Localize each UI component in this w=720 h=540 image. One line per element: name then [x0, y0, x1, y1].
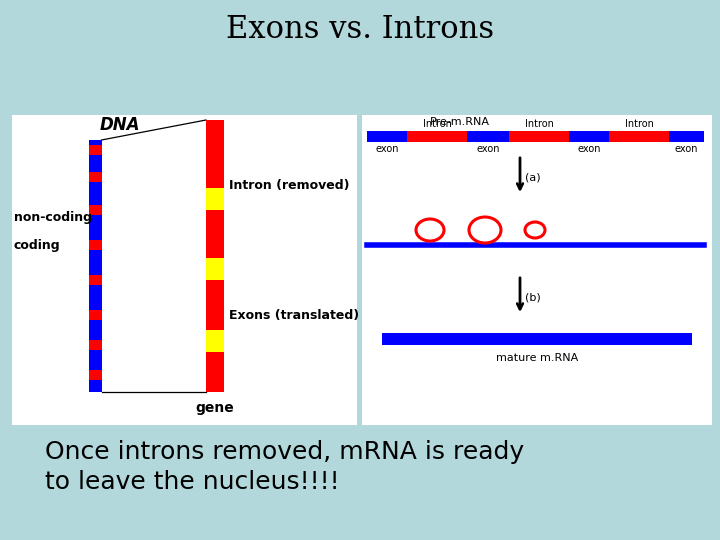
Text: Exons (translated): Exons (translated) [229, 308, 359, 321]
Bar [89, 140, 102, 392]
Bar [206, 330, 224, 352]
Bar [89, 340, 102, 350]
Bar [89, 145, 102, 155]
Bar [509, 131, 569, 142]
Bar [367, 131, 407, 142]
Bar [89, 240, 102, 250]
Text: Exons vs. Introns: Exons vs. Introns [226, 15, 494, 45]
Text: exon: exon [577, 144, 600, 154]
Bar [609, 131, 669, 142]
Bar [569, 131, 609, 142]
Text: Intron: Intron [423, 119, 451, 129]
Bar [206, 352, 224, 392]
Text: coding: coding [14, 239, 60, 252]
Text: exon: exon [375, 144, 399, 154]
Text: non-coding: non-coding [14, 212, 92, 225]
Bar [206, 210, 224, 258]
Text: Intron: Intron [624, 119, 654, 129]
Bar [362, 115, 712, 425]
Text: to leave the nucleus!!!!: to leave the nucleus!!!! [45, 470, 340, 494]
Text: Pre-m.RNA: Pre-m.RNA [430, 117, 490, 127]
Bar [89, 310, 102, 320]
Bar [206, 280, 224, 330]
Text: Intron (removed): Intron (removed) [229, 179, 349, 192]
Text: Once introns removed, mRNA is ready: Once introns removed, mRNA is ready [45, 440, 524, 464]
Text: DNA: DNA [100, 116, 140, 134]
Bar [89, 172, 102, 182]
Text: (b): (b) [525, 292, 541, 302]
Text: exon: exon [675, 144, 698, 154]
Bar [89, 205, 102, 215]
Bar [12, 115, 357, 425]
Bar [407, 131, 467, 142]
Bar [89, 275, 102, 285]
Bar [467, 131, 509, 142]
Bar [206, 120, 224, 188]
Bar [206, 188, 224, 210]
Bar [89, 370, 102, 380]
Text: Intron: Intron [525, 119, 554, 129]
Text: exon: exon [476, 144, 500, 154]
Bar [206, 258, 224, 280]
Bar [669, 131, 704, 142]
Text: (a): (a) [525, 172, 541, 182]
Bar [382, 333, 692, 345]
Text: mature m.RNA: mature m.RNA [496, 353, 578, 363]
Text: gene: gene [196, 401, 235, 415]
